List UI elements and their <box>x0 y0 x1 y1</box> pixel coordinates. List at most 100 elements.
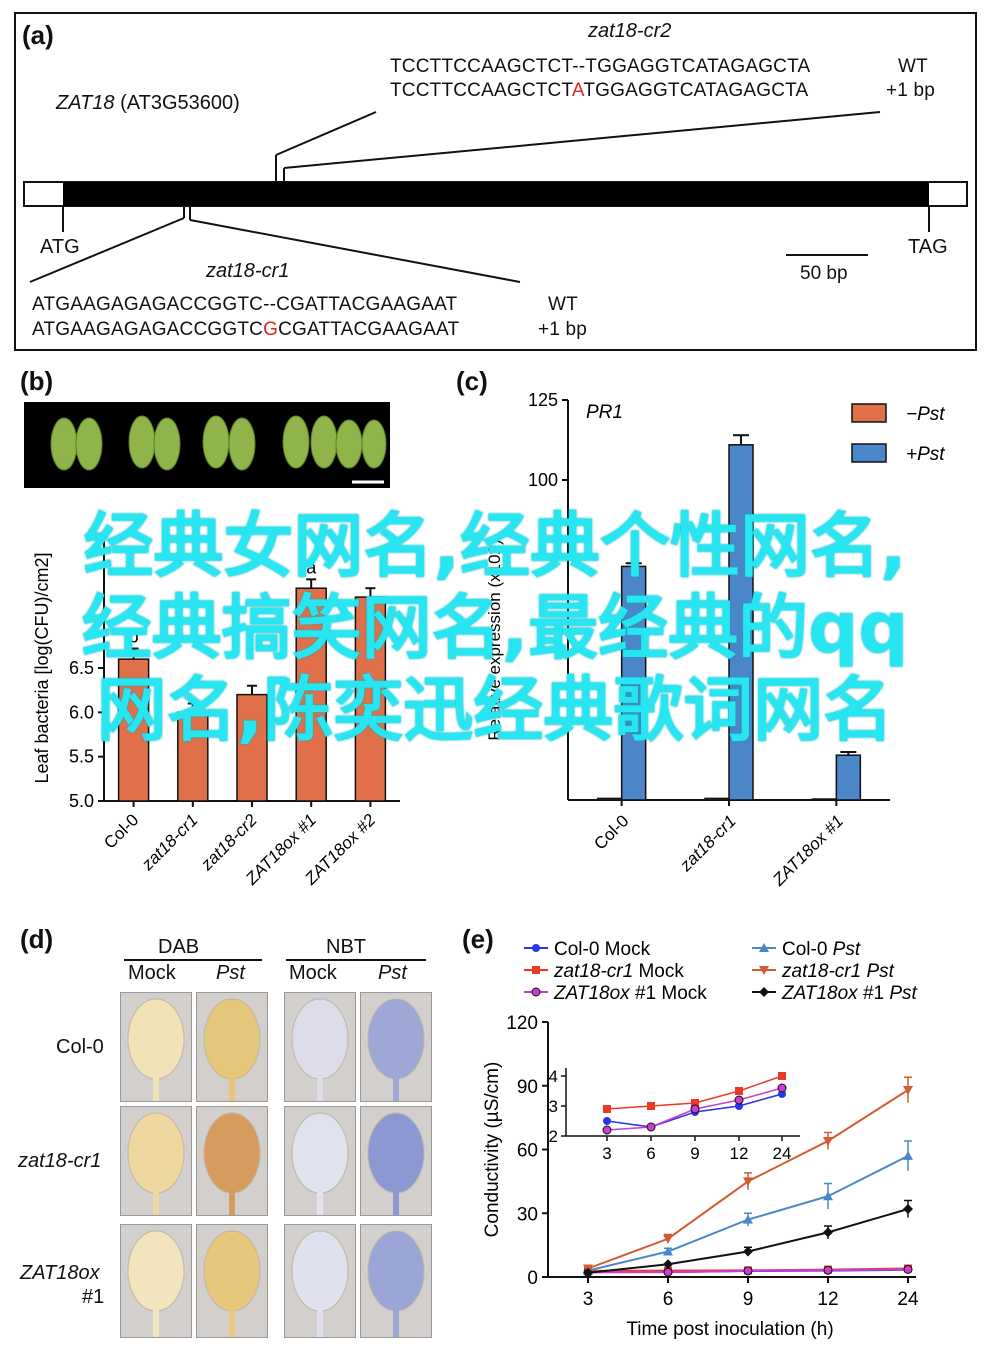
panel-b-label: (b) <box>20 366 54 396</box>
cr1-mut-label: +1 bp <box>538 319 588 340</box>
row-label-col0: Col-0 <box>56 1036 104 1058</box>
row-label-ox-line: #1 <box>82 1286 105 1308</box>
stained-leaf-image <box>196 992 268 1102</box>
y-tick-label: 90 <box>517 1077 538 1098</box>
stained-leaf-image <box>196 1224 268 1338</box>
treatment-pst-nbt: Pst <box>378 962 407 984</box>
x-axis-title: Time post inoculation (h) <box>626 1319 833 1340</box>
x-tick-label: 24 <box>897 1289 919 1310</box>
x-tick-label: zat18-cr1 <box>137 810 201 874</box>
legend-swatch <box>851 403 887 423</box>
stained-leaf-image <box>360 992 432 1102</box>
row-label-ox: ZAT18ox <box>20 1262 100 1284</box>
y-tick-label: 100 <box>528 470 558 490</box>
bar <box>620 565 647 801</box>
dab-header: DAB <box>158 936 200 958</box>
gene-cds <box>63 182 929 206</box>
inset-data-point <box>647 1102 655 1110</box>
data-point <box>663 1234 673 1244</box>
data-point <box>903 1204 913 1214</box>
bar <box>835 754 862 801</box>
legend-label: zat18-cr1 Pst <box>781 961 895 982</box>
legend-marker <box>759 943 769 952</box>
treatment-mock-nbt: Mock <box>289 962 337 984</box>
inset-y-tick-label: 4 <box>549 1067 558 1086</box>
panel-d-label: (d) <box>20 924 54 954</box>
cr1-wt-seq: ATGAAGAGAGACCGGTC--CGATTACGAAGAAT <box>32 294 458 315</box>
x-tick-label: 12 <box>817 1289 838 1310</box>
legend-marker <box>532 944 540 952</box>
stain-header-lines <box>124 959 426 961</box>
stained-leaf-image <box>120 1106 192 1216</box>
data-point <box>743 1177 753 1187</box>
treatment-mock-dab: Mock <box>128 962 176 984</box>
data-point <box>903 1264 913 1274</box>
y-tick-label: 120 <box>506 1013 538 1034</box>
significance-letter: b <box>129 626 139 646</box>
cr2-wt-seq: TCCTTCCAAGCTCT--TGGAGGTCATAGAGCTA <box>390 56 811 77</box>
legend-marker <box>759 966 769 975</box>
inset-data-point <box>603 1105 611 1113</box>
bar <box>704 797 730 801</box>
legend-label: ZAT18ox #1 Pst <box>781 983 918 1004</box>
y-axis-title: Relative expression (x102) <box>485 539 504 740</box>
leaf-photo-drawing <box>50 415 387 484</box>
stained-leaf-image <box>120 1224 192 1338</box>
atg-label: ATG <box>40 236 80 258</box>
legend-label: Col-0 Mock <box>554 939 651 960</box>
data-point <box>583 1267 593 1278</box>
inset-data-point <box>646 1122 656 1132</box>
inset-x-tick-label: 24 <box>773 1144 792 1163</box>
inset-x-tick-label: 9 <box>690 1144 699 1163</box>
inset-y-tick-label: 2 <box>549 1127 558 1146</box>
tag-label: TAG <box>908 236 948 258</box>
cr1-insertion: G <box>263 319 279 340</box>
y-tick-label: 125 <box>528 390 558 410</box>
cr2-mut-seq: TCCTTCCAAGCTCTATGGAGGTCATAGAGCTA <box>390 80 809 101</box>
leaf-photo <box>24 402 390 488</box>
inset-y-tick-label: 3 <box>549 1097 558 1116</box>
cr1-title: zat18-cr1 <box>206 260 290 282</box>
inset-data-point <box>734 1095 744 1105</box>
inset-data-point <box>603 1117 611 1125</box>
significance-letter: a <box>306 557 317 577</box>
gene-id: (AT3G53600) <box>120 92 240 114</box>
legend-marker <box>532 966 540 974</box>
data-point <box>743 1214 753 1224</box>
stained-leaf-image <box>284 1224 356 1338</box>
panel-e-label: (e) <box>462 924 494 954</box>
x-tick-label: zat18-cr1 <box>676 811 740 875</box>
legend-label: −Pst <box>906 404 945 425</box>
bacteria-chart: 5.0 5.5 6.0 6.5 Leaf bacteria [log(CFU)/cm2]… <box>32 535 400 889</box>
x-tick-label: 9 <box>743 1289 754 1310</box>
data-point <box>663 1267 673 1277</box>
inset-x-tick-label: 12 <box>730 1144 749 1163</box>
cr2-wt-label: WT <box>898 56 928 77</box>
y-tick-label: 30 <box>517 1204 538 1225</box>
y-tick-label: 60 <box>517 1141 538 1162</box>
legend-label: +Pst <box>906 444 945 465</box>
bar <box>295 587 327 802</box>
x-tick-label: 3 <box>583 1289 594 1310</box>
x-tick-label: ZAT18ox #1 <box>768 811 847 890</box>
inset-x-tick-label: 3 <box>602 1144 611 1163</box>
inset-data-point <box>778 1072 786 1080</box>
y-tick-label: 5.0 <box>69 791 94 811</box>
inset-background <box>566 1068 800 1136</box>
inset-data-point <box>735 1087 743 1095</box>
y-tick-label: 5.5 <box>69 747 94 767</box>
chart-title: PR1 <box>586 402 623 423</box>
row-label-cr1: zat18-cr1 <box>18 1150 102 1172</box>
inset-data-point <box>690 1104 700 1114</box>
pr1-chart: 100 125 Relative expression (x102) PR1 Col-0… <box>485 390 945 890</box>
gene-name-label: ZAT18 (AT3G53600) <box>56 92 240 115</box>
bar <box>177 711 209 802</box>
panel-a-frame <box>14 12 977 351</box>
cr2-mut-label: +1 bp <box>886 80 936 101</box>
cr1-wt-label: WT <box>548 294 578 315</box>
legend-swatch <box>851 443 887 463</box>
data-point <box>823 1191 833 1201</box>
data-point <box>903 1086 913 1095</box>
legend-label: ZAT18ox #1 Mock <box>553 983 707 1004</box>
inset-data-point <box>602 1125 612 1135</box>
